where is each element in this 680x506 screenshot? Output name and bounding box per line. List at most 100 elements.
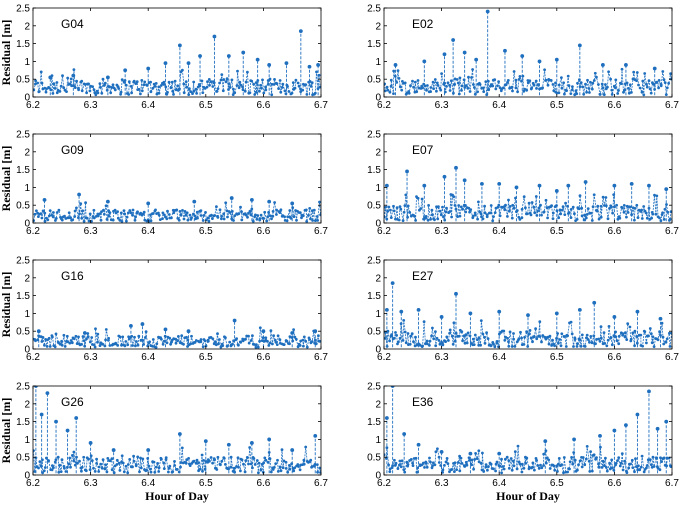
residual-point — [173, 79, 177, 83]
residual-point — [511, 203, 515, 207]
y-tick-label: 0 — [24, 93, 30, 104]
residual-point — [318, 466, 321, 470]
residual-point — [131, 465, 134, 469]
residual-point — [82, 455, 86, 459]
panel-g09: 00.511.522.56.2 6.3 6.4 6.5 6.6 6.7G09Residua… — [0, 130, 328, 238]
residual-point — [59, 470, 63, 473]
residual-point — [627, 466, 631, 470]
x-tick-label: 6.5 — [199, 478, 213, 489]
residual-point — [398, 459, 402, 463]
residual-point — [102, 84, 106, 87]
residual-point — [79, 202, 83, 206]
residual-point — [522, 89, 526, 93]
axes-frame — [383, 7, 673, 98]
residual-point — [177, 335, 180, 338]
x-tick-label: 6.3 — [84, 100, 98, 111]
residual-point — [192, 459, 196, 463]
residual-point — [251, 334, 254, 338]
residual-point — [139, 466, 143, 470]
x-tick-label: 6.4 — [492, 352, 506, 363]
residual-point — [151, 344, 154, 348]
residual-point — [617, 342, 621, 346]
residual-point — [75, 206, 78, 210]
residual-point — [213, 214, 217, 217]
residual-point — [620, 452, 624, 455]
residual-point — [132, 459, 136, 463]
residual-point — [639, 465, 643, 469]
residual-point — [275, 82, 279, 85]
residual-point — [520, 470, 524, 474]
residual-point — [546, 216, 549, 220]
residual-point — [548, 467, 552, 470]
residual-point — [502, 86, 505, 90]
residual-point — [227, 467, 231, 471]
residual-point — [555, 464, 559, 468]
residual-point — [228, 211, 232, 214]
residual-point — [661, 70, 665, 73]
y-tick-label: 1.5 — [16, 417, 30, 428]
y-tick-label: 0.5 — [367, 327, 381, 338]
residual-point — [538, 320, 542, 324]
residual-point — [179, 213, 183, 217]
residual-point — [168, 336, 172, 340]
residual-peak — [74, 416, 79, 420]
residual-point — [270, 217, 273, 221]
residual-point — [283, 89, 287, 93]
residual-point — [199, 214, 203, 217]
residual-point — [477, 200, 480, 204]
residual-peak — [454, 165, 458, 170]
residual-point — [553, 468, 557, 472]
residual-point — [101, 342, 105, 346]
x-tick-label: 6.4 — [141, 100, 155, 111]
residual-point — [482, 470, 486, 473]
residual-point — [125, 219, 128, 223]
residual-point — [512, 332, 515, 335]
y-tick-label: 2.5 — [367, 382, 381, 393]
residual-peak — [583, 180, 588, 184]
residual-point — [460, 89, 463, 92]
residual-point — [134, 344, 137, 348]
residual-point — [95, 462, 98, 465]
residual-peak — [416, 442, 421, 447]
residual-point — [560, 76, 563, 79]
residual-point — [595, 209, 599, 213]
residual-point — [301, 338, 305, 342]
residual-point — [244, 459, 248, 462]
residual-point — [575, 92, 579, 96]
residual-point — [464, 333, 468, 337]
residual-point — [133, 218, 137, 222]
residual-point — [182, 91, 186, 95]
residual-point — [583, 463, 587, 467]
residual-point — [266, 340, 269, 343]
residual-point — [589, 450, 592, 453]
x-tick-label: 6.2 — [26, 478, 40, 489]
residual-point — [483, 204, 486, 208]
residual-point — [626, 322, 630, 325]
residual-point — [174, 88, 178, 92]
residual-peak — [384, 307, 389, 312]
residual-point — [530, 201, 534, 204]
residual-point — [609, 205, 613, 209]
residual-point — [309, 217, 312, 221]
x-tick-label: 6.6 — [607, 352, 621, 363]
x-tick-label: 6.2 — [377, 352, 391, 363]
residual-peak — [451, 38, 456, 42]
residual-point — [228, 340, 232, 344]
residual-point — [94, 93, 98, 97]
residual-point — [131, 213, 134, 217]
residual-point — [195, 210, 199, 214]
residual-point — [220, 214, 224, 218]
residual-peak — [146, 66, 151, 71]
residual-point — [652, 465, 656, 468]
residual-point — [296, 345, 300, 349]
residual-point — [401, 80, 404, 83]
residual-point — [396, 69, 400, 72]
residual-point — [580, 333, 584, 337]
residual-point — [69, 339, 73, 342]
residual-peak — [313, 329, 318, 334]
residual-point — [51, 92, 55, 95]
residual-point — [513, 450, 517, 453]
residual-point — [252, 457, 256, 460]
residual-point — [394, 331, 397, 334]
residual-point — [642, 205, 646, 208]
